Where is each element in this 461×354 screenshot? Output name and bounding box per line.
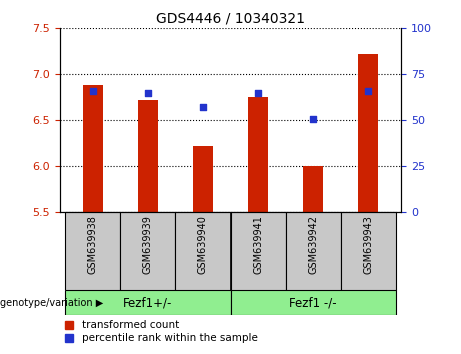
Point	[144, 90, 152, 96]
Text: GSM639938: GSM639938	[88, 215, 98, 274]
Bar	[285, 212, 341, 290]
Bar	[65, 212, 120, 290]
Bar	[138, 100, 158, 212]
Point	[254, 90, 262, 96]
Text: GSM639940: GSM639940	[198, 215, 208, 274]
Bar	[248, 97, 268, 212]
Text: GSM639942: GSM639942	[308, 215, 318, 274]
Text: Fezf1 -/-: Fezf1 -/-	[289, 296, 337, 309]
Text: GSM639941: GSM639941	[253, 215, 263, 274]
Bar	[193, 146, 213, 212]
Bar	[230, 212, 285, 290]
Text: GSM639943: GSM639943	[363, 215, 373, 274]
Bar	[341, 212, 396, 290]
Point	[199, 105, 207, 110]
Text: genotype/variation ▶: genotype/variation ▶	[0, 298, 103, 308]
Text: GSM639939: GSM639939	[143, 215, 153, 274]
Bar	[303, 166, 323, 212]
Point	[364, 88, 372, 94]
Bar	[65, 290, 230, 315]
Legend: transformed count, percentile rank within the sample: transformed count, percentile rank withi…	[65, 320, 258, 343]
Title: GDS4446 / 10340321: GDS4446 / 10340321	[156, 12, 305, 26]
Text: Fezf1+/-: Fezf1+/-	[123, 296, 173, 309]
Bar	[83, 85, 103, 212]
Bar	[230, 290, 396, 315]
Bar	[359, 54, 378, 212]
Point	[309, 116, 317, 121]
Point	[89, 88, 97, 94]
Bar	[120, 212, 176, 290]
Bar	[176, 212, 230, 290]
